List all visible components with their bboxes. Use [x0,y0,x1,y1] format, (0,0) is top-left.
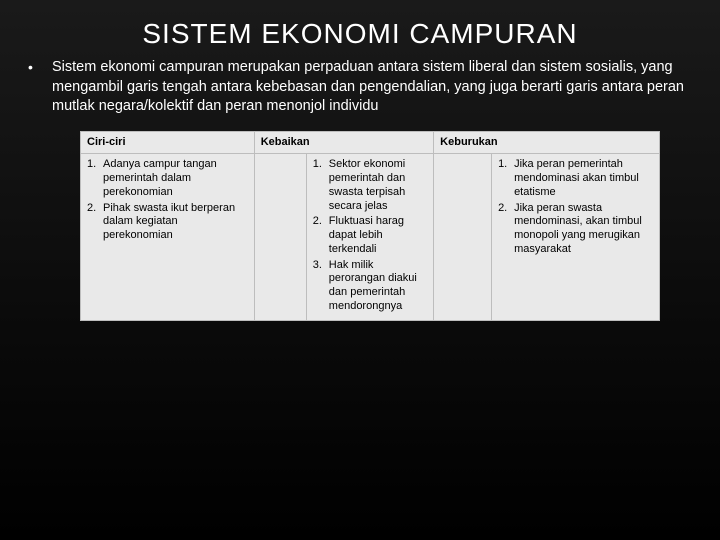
list-text: Jika peran pemerintah mendominasi akan t… [514,158,653,199]
bullet-marker: • [28,58,52,117]
cell-keburukan: 1.Jika peran pemerintah mendominasi akan… [492,154,660,320]
cell-keburukan-spacer [434,154,492,320]
list-text: Hak milik perorangan diakui dan pemerint… [329,259,427,314]
cell-kebaikan-spacer [254,154,306,320]
list-text: Fluktuasi harag dapat lebih terkendali [329,215,427,256]
list-number: 1. [498,158,514,199]
list-number: 2. [498,202,514,257]
list-text: Adanya campur tangan pemerintah dalam pe… [103,158,248,199]
list-text: Jika peran swasta mendominasi, akan timb… [514,202,653,257]
list-number: 1. [313,158,329,213]
list-item: 3.Hak milik perorangan diakui dan pemeri… [313,259,427,314]
list-text: Pihak swasta ikut berperan dalam kegiata… [103,202,248,243]
list-item: 1.Adanya campur tangan pemerintah dalam … [87,158,248,199]
list-item: 2.Fluktuasi harag dapat lebih terkendali [313,215,427,256]
cell-kebaikan: 1.Sektor ekonomi pemerintah dan swasta t… [306,154,433,320]
header-keburukan: Keburukan [434,131,660,154]
table-body-row: 1.Adanya campur tangan pemerintah dalam … [81,154,660,320]
list-number: 3. [313,259,329,314]
page-title: SISTEM EKONOMI CAMPURAN [0,0,720,58]
list-item: 1.Jika peran pemerintah mendominasi akan… [498,158,653,199]
cell-ciri: 1.Adanya campur tangan pemerintah dalam … [81,154,255,320]
table-header-row: Ciri-ciri Kebaikan Keburukan [81,131,660,154]
list-text: Sektor ekonomi pemerintah dan swasta ter… [329,158,427,213]
header-ciri: Ciri-ciri [81,131,255,154]
description-row: • Sistem ekonomi campuran merupakan perp… [0,58,720,127]
header-kebaikan: Kebaikan [254,131,433,154]
description-text: Sistem ekonomi campuran merupakan perpad… [52,58,692,117]
list-number: 2. [87,202,103,243]
list-item: 1.Sektor ekonomi pemerintah dan swasta t… [313,158,427,213]
list-item: 2.Pihak swasta ikut berperan dalam kegia… [87,202,248,243]
list-number: 1. [87,158,103,199]
content-table: Ciri-ciri Kebaikan Keburukan 1.Adanya ca… [80,131,660,321]
list-number: 2. [313,215,329,256]
list-item: 2.Jika peran swasta mendominasi, akan ti… [498,202,653,257]
